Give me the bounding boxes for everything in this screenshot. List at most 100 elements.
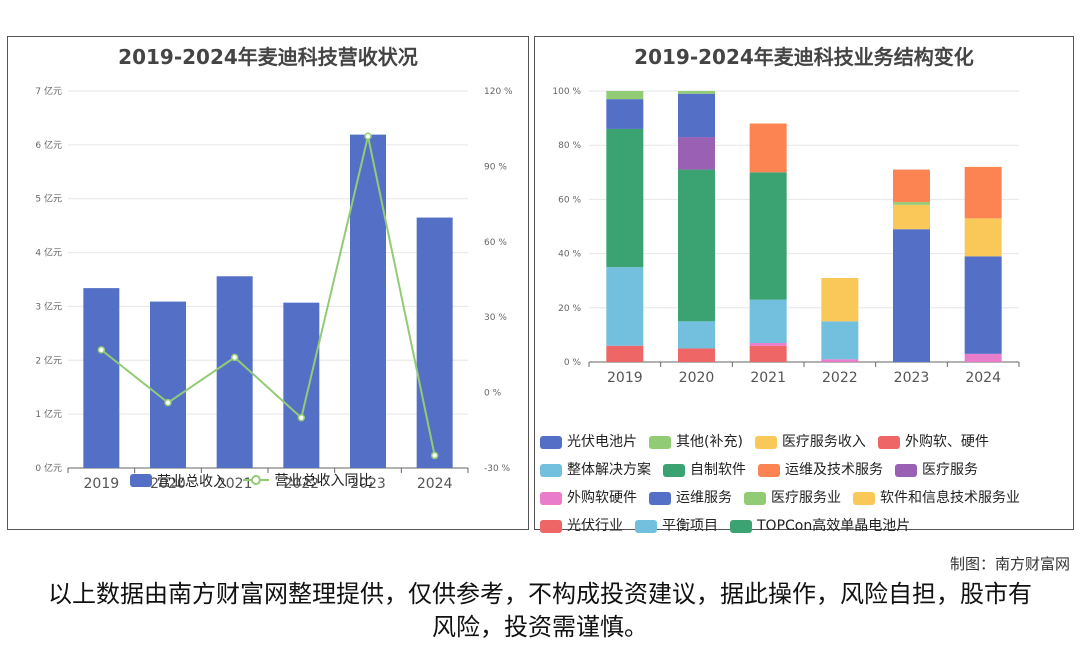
legend-swatch	[649, 436, 671, 449]
y-tick-label-right: 0 %	[484, 389, 502, 399]
legend-swatch	[540, 520, 562, 533]
y-tick-label-right: -30 %	[484, 464, 511, 474]
revenue-bar	[216, 276, 253, 468]
x-tick-label: 2024	[965, 370, 1001, 386]
legend-item[interactable]: 外购软、硬件	[877, 430, 989, 455]
x-tick-label: 2022	[284, 476, 320, 492]
legend-label: TOPCon高效单晶电池片	[757, 518, 911, 534]
stack-segment	[678, 137, 715, 170]
stack-segment	[749, 343, 787, 346]
legend-swatch	[895, 464, 917, 477]
stack-segment	[893, 204, 930, 230]
y-tick-label-left: 6 亿元	[35, 139, 62, 151]
stack-segment	[678, 93, 715, 138]
legend-item[interactable]: TOPCon高效单晶电池片	[730, 514, 910, 539]
legend-item[interactable]: 运维及技术服务	[758, 458, 883, 483]
legend-item[interactable]: 光伏电池片	[540, 430, 637, 455]
stack-segment	[821, 321, 859, 360]
legend-label: 医疗服务业	[771, 490, 841, 506]
legend-item[interactable]: 整体解决方案	[540, 458, 651, 483]
y-tick-label: 0 %	[564, 358, 582, 368]
x-tick-label: 2019	[607, 370, 643, 386]
revenue-chart-panel: 2019-2024年麦迪科技营收状况 0 亿元 1 亿元 2 亿元 3 亿元 4 亿元 5…	[7, 36, 529, 530]
stack-segment	[964, 353, 1002, 362]
legend-label: 医疗服务收入	[781, 434, 866, 450]
legend-label-revenue-yoy: 营业总收入同比	[274, 473, 373, 489]
legend-item[interactable]: 自制软件	[663, 458, 746, 483]
y-tick-label: 100 %	[552, 87, 581, 97]
stack-segment	[893, 202, 930, 205]
legend-item[interactable]: 光伏行业	[540, 514, 623, 539]
stack-segment	[749, 123, 787, 173]
legend-label: 光伏电池片	[567, 434, 637, 450]
revenue-bar	[350, 134, 386, 469]
legend-item-revenue[interactable]: 营业总收入	[130, 471, 227, 491]
y-tick-label-left: 2 亿元	[35, 354, 62, 366]
y-tick-label: 80 %	[558, 141, 581, 151]
legend-swatch	[540, 464, 562, 477]
yoy-point	[164, 398, 172, 407]
legend-item[interactable]: 外购软硬件	[540, 486, 637, 511]
legend-item[interactable]: 软件和信息技术服务业	[853, 486, 1020, 511]
y-tick-label-right: 120 %	[484, 87, 513, 97]
legend-swatch	[730, 520, 752, 533]
legend-item[interactable]: 医疗服务业	[744, 486, 841, 511]
legend-label: 光伏行业	[567, 518, 623, 534]
legend-swatch	[663, 464, 685, 477]
x-tick-label: 2024	[417, 476, 453, 492]
stack-segment	[606, 345, 644, 362]
stack-segment	[678, 348, 715, 362]
structure-chart: 0 % 20 % 40 % 60 % 80 % 100 % 2019 2020 2021 2022…	[552, 87, 1020, 386]
stack-segment	[893, 229, 930, 362]
legend-swatch	[853, 492, 875, 505]
structure-chart-panel: 2019-2024年麦迪科技业务结构变化 0 % 20 % 40 % 60 % 80 %…	[534, 36, 1074, 530]
chart-credit: 制图：南方财富网	[949, 555, 1070, 573]
y-tick-label-left: 7 亿元	[35, 85, 62, 97]
x-tick-label: 2023	[894, 370, 930, 386]
legend-label: 外购软硬件	[567, 490, 637, 506]
y-tick-label: 40 %	[558, 250, 581, 260]
revenue-bar	[150, 301, 186, 468]
x-tick-label: 2021	[750, 370, 786, 386]
legend-swatch	[635, 520, 657, 533]
legend-swatch	[540, 436, 562, 449]
yoy-point	[430, 451, 439, 460]
legend-swatch-revenue	[130, 474, 152, 487]
legend-item[interactable]: 运维服务	[649, 486, 732, 511]
legend-item-revenue-yoy[interactable]: 营业总收入同比	[243, 470, 372, 490]
y-tick-label: 60 %	[558, 195, 581, 205]
yoy-point	[97, 346, 106, 354]
stack-segment	[964, 166, 1002, 219]
yoy-point	[297, 413, 306, 422]
stack-segment	[964, 256, 1002, 354]
stack-segment	[821, 359, 859, 362]
legend-label: 其他(补充)	[676, 434, 743, 450]
stack-segment	[893, 169, 930, 203]
yoy-point	[364, 132, 372, 140]
stack-segment	[749, 172, 787, 300]
y-tick-label-right: 60 %	[484, 238, 507, 248]
legend-swatch	[754, 436, 777, 449]
legend-swatch	[877, 436, 900, 449]
legend-item[interactable]: 医疗服务收入	[754, 430, 866, 455]
yoy-line	[100, 136, 436, 456]
stack-segment	[606, 91, 644, 100]
y-tick-label-right: 90 %	[484, 162, 507, 172]
stack-segment	[821, 277, 859, 322]
revenue-bar	[416, 217, 453, 468]
y-tick-label-left: 4 亿元	[35, 247, 62, 259]
legend-swatch	[758, 464, 780, 477]
legend-item[interactable]: 其他(补充)	[649, 430, 743, 455]
legend-label: 平衡项目	[662, 518, 718, 534]
x-tick-label: 2023	[350, 476, 386, 492]
x-tick-label: 2020	[679, 370, 715, 386]
stack-segment	[964, 218, 1002, 257]
revenue-bar	[83, 288, 120, 468]
stack-segment	[749, 345, 787, 362]
legend-label: 运维及技术服务	[785, 462, 883, 478]
legend-label: 整体解决方案	[567, 462, 651, 478]
legend-label: 软件和信息技术服务业	[880, 490, 1020, 506]
legend-item[interactable]: 医疗服务	[895, 458, 978, 483]
x-tick-label: 2019	[84, 476, 120, 492]
legend-item[interactable]: 平衡项目	[635, 514, 718, 539]
